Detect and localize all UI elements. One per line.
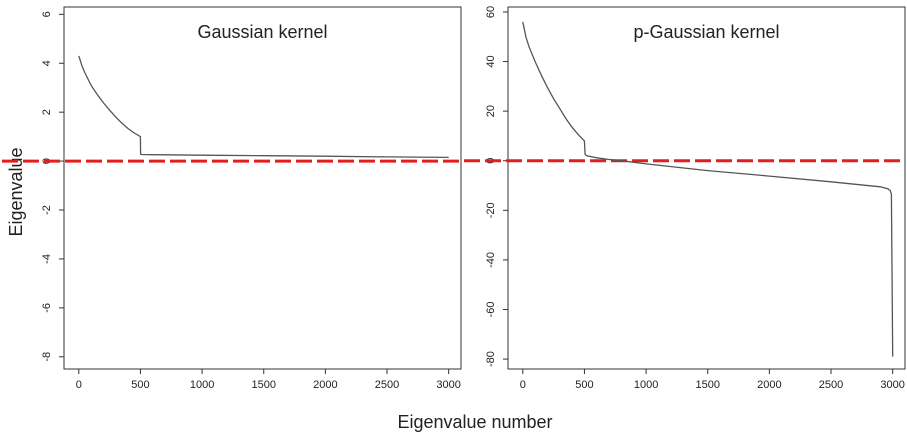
x-tick-label: 1500 <box>695 379 719 391</box>
chart-panel-2: 050010001500200025003000-80-60-40-200204… <box>464 6 906 391</box>
x-tick-label: 3000 <box>880 379 904 391</box>
y-tick-label: 60 <box>485 6 497 18</box>
y-tick-label: 20 <box>485 105 497 117</box>
x-tick-label: 500 <box>131 379 149 391</box>
x-tick-label: 1000 <box>190 379 214 391</box>
x-tick-label: 2000 <box>313 379 337 391</box>
x-tick-label: 2000 <box>757 379 781 391</box>
y-tick-label: -8 <box>41 352 53 362</box>
x-tick-label: 0 <box>520 379 526 391</box>
y-tick-label: 40 <box>485 55 497 67</box>
x-tick-label: 2500 <box>819 379 843 391</box>
x-tick-label: 0 <box>76 379 82 391</box>
panel-title: p-Gaussian kernel <box>633 22 779 42</box>
plot-frame <box>63 6 462 370</box>
plot-frame <box>507 6 906 370</box>
x-axis-title: Eigenvalue number <box>397 412 552 432</box>
eigenvalue-series-line <box>78 55 449 159</box>
x-tick-label: 500 <box>575 379 593 391</box>
x-tick-label: 1000 <box>634 379 658 391</box>
y-tick-label: 6 <box>41 11 53 17</box>
y-tick-label: -80 <box>485 351 497 367</box>
y-tick-label: -2 <box>41 205 53 215</box>
y-axis-title: Eigenvalue <box>6 147 26 236</box>
y-tick-label: -60 <box>485 302 497 318</box>
eigenvalue-series-line <box>522 21 894 357</box>
x-tick-label: 1500 <box>251 379 275 391</box>
x-tick-label: 2500 <box>375 379 399 391</box>
y-tick-label: -20 <box>485 202 497 218</box>
panel-title: Gaussian kernel <box>197 22 327 42</box>
chart-panel-1: 050010001500200025003000-8-6-4-20246Gaus… <box>2 6 462 391</box>
y-tick-label: 2 <box>41 109 53 115</box>
y-tick-label: -4 <box>41 254 53 264</box>
y-tick-label: -6 <box>41 303 53 313</box>
y-tick-label: -40 <box>485 252 497 268</box>
y-tick-label: 4 <box>41 60 53 66</box>
x-tick-label: 3000 <box>436 379 460 391</box>
